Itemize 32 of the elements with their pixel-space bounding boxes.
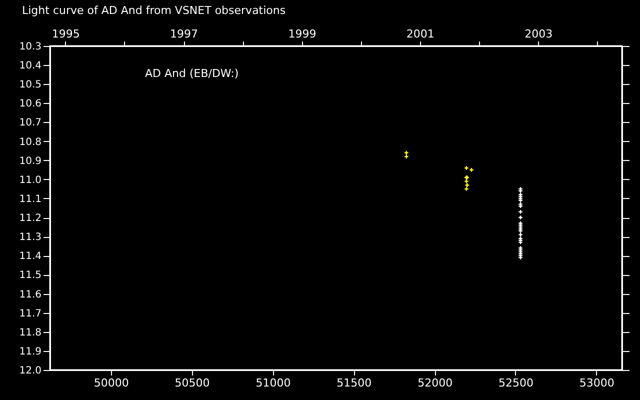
x-tick-label: 52000 — [418, 376, 453, 390]
y-tick-label: 10.4 — [19, 60, 42, 72]
x-tick-label: 52500 — [498, 376, 534, 390]
y-tick-label: 11.2 — [19, 213, 42, 224]
y-tick-label: 10.8 — [19, 136, 42, 148]
x2-tick-label: 1999 — [288, 28, 316, 40]
y-tick-label: 10.3 — [19, 42, 42, 52]
x-tick-label: 51500 — [336, 376, 372, 390]
y-tick-label: 10.5 — [19, 80, 42, 91]
x2-tick-label: 2001 — [406, 28, 434, 40]
y-tick-label: 11.6 — [19, 289, 42, 300]
chart-title: Light curve of AD And from VSNET observations — [22, 4, 286, 17]
x-tick-label: 50000 — [94, 376, 129, 390]
y-tick-label: 11.1 — [19, 194, 42, 205]
x2-tick-label: 1995 — [52, 28, 80, 40]
y-tick-label: 11.5 — [19, 270, 42, 282]
y-tick-label: 11.7 — [19, 308, 42, 320]
y-tick-label: 11.4 — [19, 251, 42, 262]
y-tick-label: 10.9 — [19, 156, 42, 167]
y-tick-label: 10.7 — [19, 118, 42, 129]
annotation: AD And (EB/DW:) — [145, 67, 239, 80]
x-tick-label: 50500 — [174, 376, 210, 390]
x-tick-label: 51000 — [256, 376, 291, 390]
x2-tick-label: 1997 — [170, 28, 198, 40]
y-tick-label: 11.9 — [19, 346, 42, 358]
y-tick-label: 11.3 — [19, 232, 42, 244]
x-tick-label: 53000 — [579, 376, 614, 390]
y-tick-label: 12.0 — [19, 366, 42, 376]
y-tick-label: 11.8 — [19, 327, 42, 338]
y-tick-label: 10.6 — [19, 98, 42, 110]
x2-tick-label: 2003 — [524, 28, 553, 40]
y-tick-label: 11.0 — [19, 174, 42, 186]
